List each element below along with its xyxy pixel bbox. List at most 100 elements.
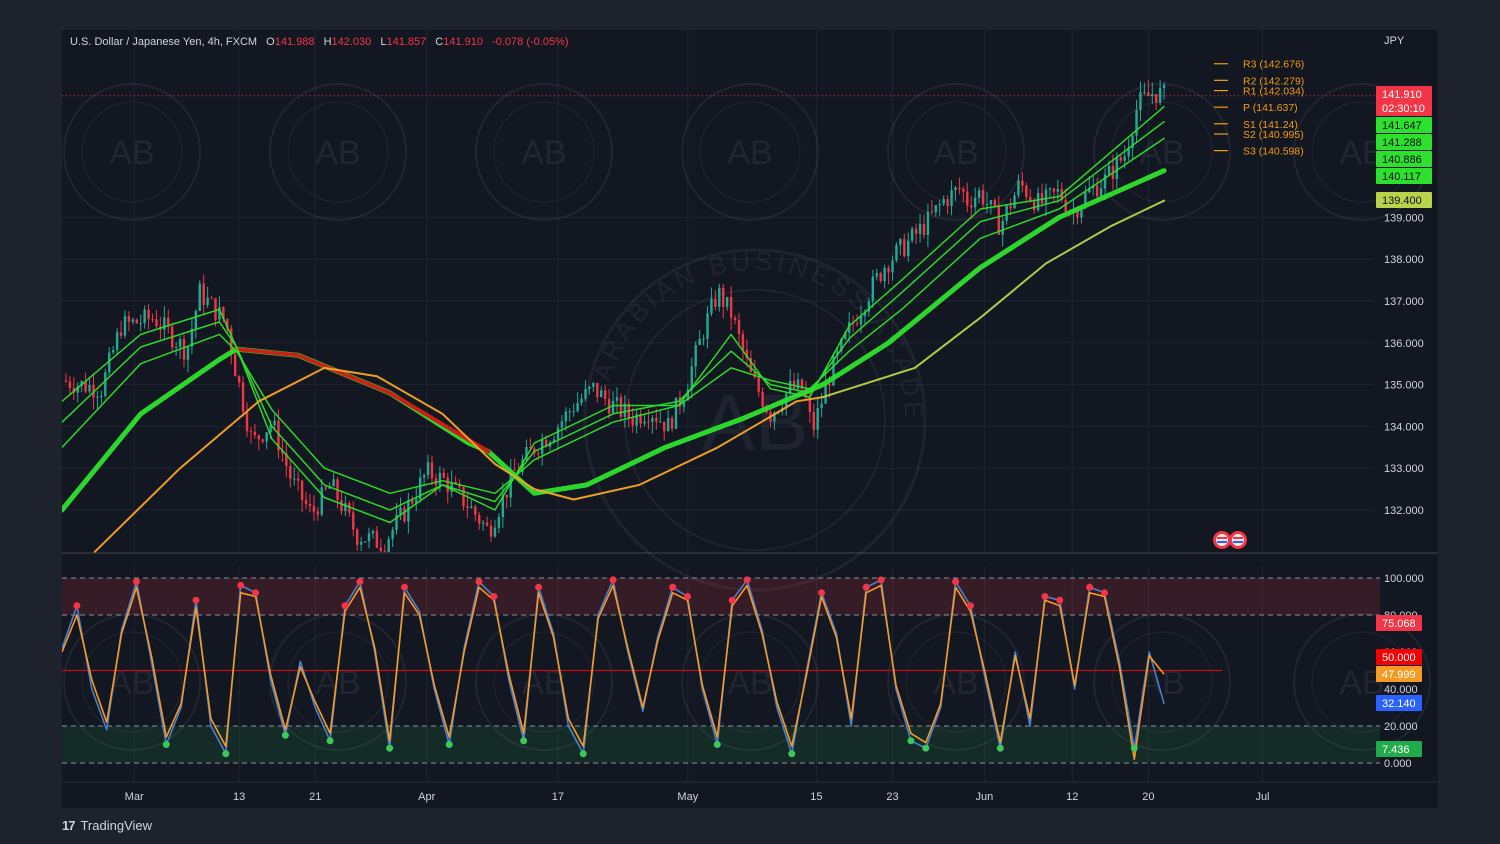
stoch-cross-down-marker (877, 576, 885, 584)
candle (1029, 189, 1032, 203)
price-badge-bg (1376, 151, 1432, 167)
change-value: -0.078 (-0.05%) (492, 36, 568, 48)
candle (1099, 179, 1103, 198)
candle (474, 504, 477, 522)
stoch-cross-down-marker (728, 596, 736, 604)
stoch-tick-label: 100.000 (1384, 573, 1424, 585)
candle (1158, 80, 1162, 106)
candle (970, 195, 973, 219)
stoch-badge-text: 47.999 (1382, 669, 1416, 681)
tradingview-name: TradingView (80, 818, 153, 833)
time-tick-label: 15 (810, 791, 822, 803)
candle (1143, 82, 1146, 96)
candle (312, 495, 316, 521)
candle (481, 519, 485, 531)
candle (1013, 191, 1016, 209)
time-tick-label: 17 (552, 791, 564, 803)
candle (308, 494, 312, 513)
pivot-label: R2 (142.279) (1243, 75, 1304, 87)
stoch-cross-up-marker (386, 744, 394, 752)
candle (733, 315, 737, 325)
candle (497, 513, 501, 534)
candle (910, 226, 914, 243)
candle (206, 286, 209, 308)
tradingview-branding[interactable]: 17 TradingView (62, 818, 152, 833)
candle (800, 378, 804, 391)
candle (214, 297, 217, 327)
stoch-cross-up-marker (579, 750, 587, 758)
price-badge-bg (1376, 134, 1432, 150)
stoch-badge-bg (1376, 615, 1422, 631)
ma-line (93, 366, 824, 553)
pivot-levels: R3 (142.676) R2 (142.279)R1 (142.034) P (1… (1214, 59, 1304, 158)
watermark-logo-icon: AB (681, 83, 819, 221)
open-label: O (266, 36, 275, 48)
stoch-cross-down-marker (237, 581, 245, 589)
candle (808, 388, 812, 423)
price-badge: 141.288 (1376, 134, 1432, 150)
candle (391, 526, 394, 548)
candle (462, 486, 465, 511)
stoch-cross-up-marker (922, 744, 930, 752)
candle (415, 487, 418, 512)
pivot-level: S1 (141.24) (1214, 119, 1298, 131)
candle (395, 502, 398, 535)
price-badge-text: 141.647 (1382, 120, 1422, 132)
candle (710, 287, 713, 317)
stoch-badge-bg (1376, 741, 1422, 757)
candle (194, 309, 198, 339)
pivot-label: R1 (142.034) (1243, 86, 1304, 98)
stoch-cross-down-marker (743, 576, 751, 584)
candle (867, 297, 871, 317)
low-value: 141.857 (386, 36, 426, 48)
candle (655, 408, 658, 430)
candle (946, 195, 949, 215)
candle (875, 268, 878, 281)
stochastic-lines (61, 576, 1165, 761)
candle (450, 470, 453, 498)
candle (434, 473, 438, 496)
candle (399, 497, 402, 521)
price-tick-label: 139.000 (1384, 212, 1424, 224)
price-tick-label: 135.000 (1384, 380, 1424, 392)
candle (80, 380, 83, 393)
candle (1048, 187, 1052, 199)
candle (253, 423, 257, 439)
us-event-flags-icon[interactable] (1213, 531, 1247, 549)
candle (792, 373, 796, 391)
symbol-label[interactable]: U.S. Dollar / Japanese Yen, 4h, FXCM (70, 36, 257, 48)
stoch-cross-down-marker (341, 602, 349, 610)
price-badge-bg (1376, 86, 1432, 102)
candle (596, 382, 599, 403)
pivot-label: R3 (142.676) (1243, 59, 1304, 71)
price-badge-text: 140.117 (1382, 171, 1421, 183)
candle (619, 393, 623, 422)
time-tick-label: 21 (309, 791, 321, 803)
candle (501, 482, 505, 528)
candle (513, 458, 516, 472)
candle (293, 467, 296, 486)
stoch-zones (62, 577, 1380, 764)
candle (1025, 182, 1028, 202)
stoch-cross-down-marker (1086, 583, 1094, 591)
candle (722, 283, 725, 319)
stoch-badge: 75.068 (1376, 615, 1422, 631)
candle (230, 325, 233, 365)
candle (182, 334, 186, 368)
price-badge-text: 140.886 (1382, 154, 1422, 166)
candle (367, 527, 371, 549)
candle (296, 470, 300, 492)
candle (340, 490, 343, 515)
stoch-badge-text: 75.068 (1382, 618, 1416, 630)
candle (816, 396, 819, 439)
stoch-cross-down-marker (132, 578, 140, 586)
candle (139, 314, 142, 332)
stoch-cross-down-marker (1041, 593, 1049, 600)
candle (714, 290, 717, 311)
candle (151, 313, 154, 323)
candle (977, 187, 981, 204)
watermark-monogram: AB (933, 134, 978, 172)
candle (981, 184, 985, 210)
candle (670, 415, 674, 433)
